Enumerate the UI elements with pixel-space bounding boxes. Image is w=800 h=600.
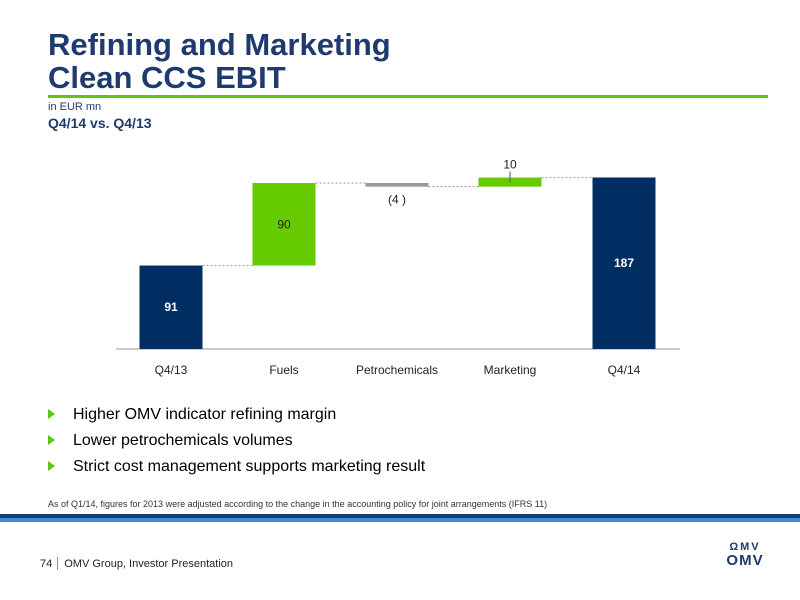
category-label-2: Petrochemicals [356,363,438,377]
category-label-1: Fuels [269,363,298,377]
title-line-2: Clean CCS EBIT [48,60,286,95]
waterfall-chart: 91 90 (4 ) 10 187 Q4/13 Fuels Petrochemicals Mar… [116,158,680,377]
data-label-1: 90 [277,217,291,231]
bullet-text: Higher OMV indicator refining margin [73,406,337,423]
unit-label: in EUR mn [48,101,102,113]
waterfall-bar-0 [139,265,203,349]
data-label-4: 187 [614,256,634,270]
bullet-text: Lower petrochemicals volumes [73,432,293,449]
omv-logo: ΩMV OMV [723,541,767,569]
omv-logo-word: OMV [726,552,764,569]
bullet-list: Higher OMV indicator refining margin Low… [48,402,425,480]
data-label-3: 10 [503,158,517,172]
omv-logo-mark: ΩMV [729,541,761,553]
footer-band-light [0,518,800,522]
footer-band-dark [0,514,800,518]
triangle-bullet-icon [48,461,55,471]
footer-text: OMV Group, Investor Presentation [64,557,233,570]
waterfall-bar-1 [252,183,316,266]
page-number: 74 [40,557,53,570]
bullet-text: Strict cost management supports marketin… [73,458,426,475]
data-label-0: 91 [164,300,178,314]
category-label-0: Q4/13 [155,363,188,377]
category-label-3: Marketing [484,363,537,377]
bullet-item: Strict cost management supports marketin… [48,454,425,480]
footer-separator [57,557,59,570]
waterfall-bar-4 [592,177,656,349]
footer: 74 OMV Group, Investor Presentation [40,557,233,570]
category-label-4: Q4/14 [608,363,641,377]
waterfall-bar-2 [365,183,429,187]
chart-subtitle: Q4/14 vs. Q4/13 [48,115,152,131]
title-line-1: Refining and Marketing [48,27,391,62]
bullet-item: Higher OMV indicator refining margin [48,402,425,428]
bullet-item: Lower petrochemicals volumes [48,428,425,454]
data-label-2: (4 ) [388,193,406,207]
footnote: As of Q1/14, figures for 2013 were adjus… [48,499,548,509]
triangle-bullet-icon [48,435,55,445]
triangle-bullet-icon [48,409,55,419]
page-title: Refining and Marketing Clean CCS EBIT [48,28,391,94]
title-divider [48,95,768,98]
